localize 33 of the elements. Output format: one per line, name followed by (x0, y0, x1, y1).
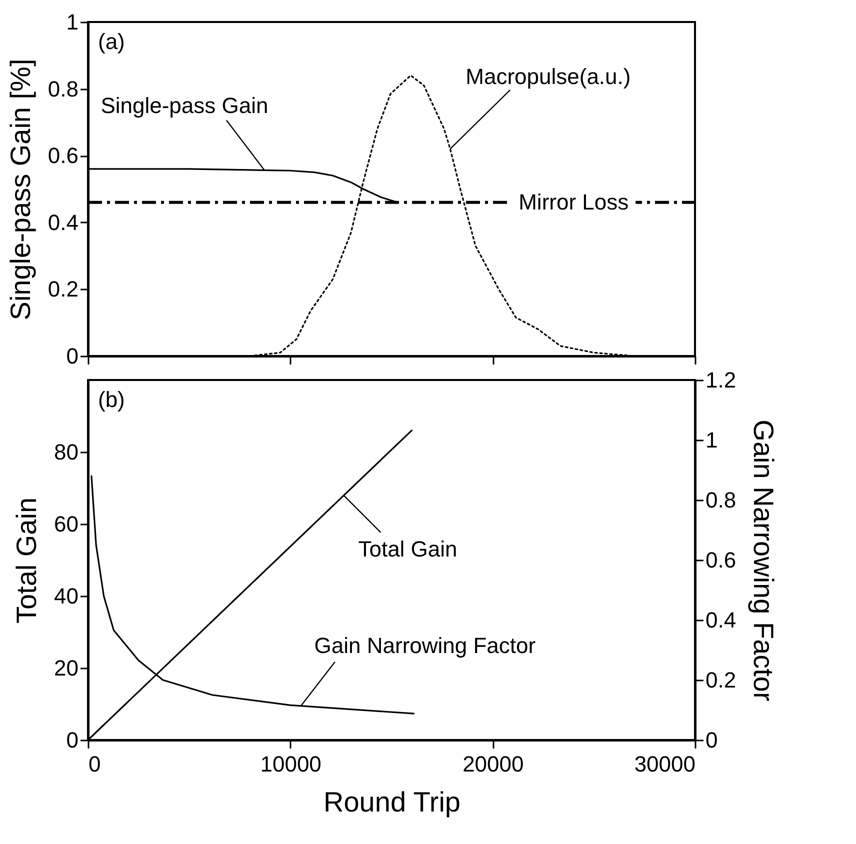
y-tick-label: 20 (54, 656, 78, 680)
y2-tick-label: 1 (706, 428, 718, 452)
y2-tick-label: 0.8 (706, 488, 736, 512)
x-tick-label: 20000 (462, 752, 524, 776)
y-tick-label: 0.6 (48, 143, 78, 168)
y-tick-label: 0.2 (48, 276, 78, 302)
x-tick-label: 0 (88, 752, 101, 776)
y2-tick-label: 1.2 (706, 368, 736, 392)
annotation: (b) (98, 387, 125, 412)
series-label: Macropulse(a.u.) (466, 64, 631, 89)
y-axis-title: Single-pass Gain [%] (4, 58, 36, 320)
y-axis-title: Total Gain (11, 497, 42, 624)
y2-axis-title: Gain Narrowing Factor (748, 420, 780, 702)
y2-tick-label: 0 (706, 728, 718, 752)
y2-tick-label: 0.4 (706, 608, 736, 632)
x-tick-label: 10000 (260, 752, 322, 776)
y-tick-label: 40 (54, 584, 78, 608)
annotation: (a) (98, 29, 125, 54)
y2-tick-label: 0.6 (706, 548, 736, 572)
text: Single-pass Gain (100, 93, 268, 118)
y-tick-label: 0 (66, 344, 78, 368)
x-tick-label: 30000 (634, 752, 696, 776)
y-tick-label: 80 (54, 440, 78, 464)
y2-tick-label: 0.2 (706, 668, 736, 692)
y-tick-label: 0.8 (48, 76, 78, 102)
text: Gain Narrowing Factor (314, 632, 536, 658)
ref-line-label: Mirror Loss (518, 189, 629, 214)
y-tick-label: 1 (66, 10, 78, 34)
legend-label: Total Gain (358, 536, 458, 562)
y-tick-label: 0 (66, 728, 78, 752)
x-axis-title: Round Trip (324, 786, 460, 818)
y-tick-label: 60 (54, 512, 78, 536)
y-tick-label: 0.4 (48, 210, 78, 235)
